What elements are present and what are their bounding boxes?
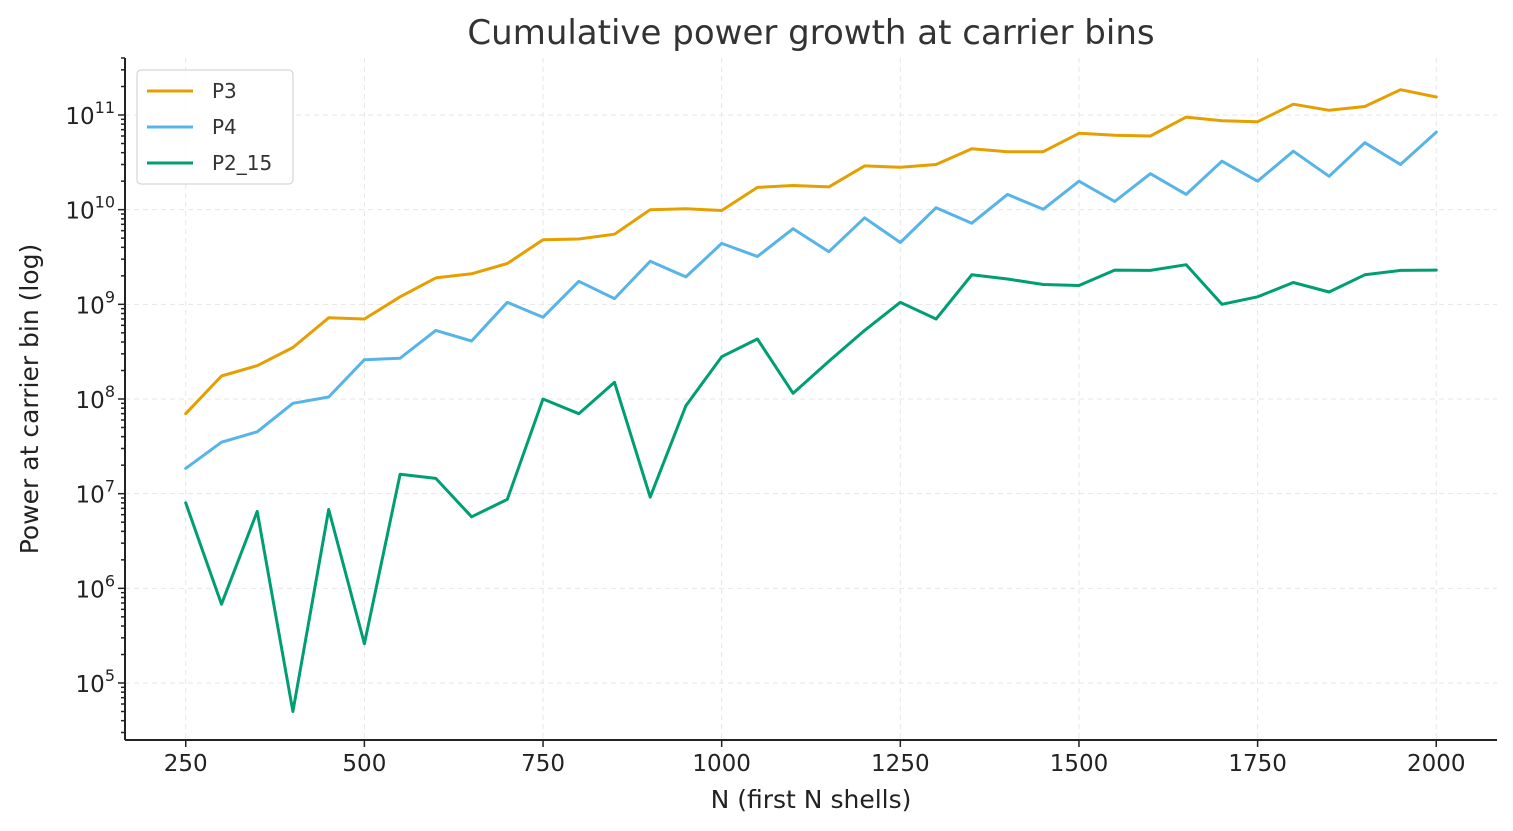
series-line-p2-15 bbox=[184, 263, 1438, 713]
x-tick-label: 500 bbox=[342, 751, 386, 777]
grid bbox=[125, 58, 1497, 740]
series-line-p4 bbox=[184, 130, 1438, 470]
x-tick-label: 1000 bbox=[692, 751, 751, 777]
y-tick-label-exponent: 6 bbox=[105, 571, 115, 590]
y-tick-label-base: 10 bbox=[76, 672, 105, 698]
x-tick-label: 750 bbox=[521, 751, 565, 777]
x-tick-label: 250 bbox=[164, 751, 208, 777]
y-tick-label: 106 bbox=[76, 571, 115, 603]
x-tick-label: 1250 bbox=[871, 751, 930, 777]
y-tick-label-exponent: 9 bbox=[105, 287, 115, 306]
series-line-p3 bbox=[184, 88, 1438, 416]
y-tick-label-base: 10 bbox=[65, 104, 94, 130]
legend-label: P4 bbox=[212, 115, 237, 139]
legend: P3 P4 P2_15 bbox=[136, 69, 294, 185]
y-tick-label-exponent: 11 bbox=[95, 98, 115, 117]
x-tick-label: 1500 bbox=[1050, 751, 1109, 777]
y-axis-label: Power at carrier bin (log) bbox=[15, 244, 44, 555]
y-tick-label: 105 bbox=[76, 666, 115, 698]
x-tick-label: 2000 bbox=[1407, 751, 1466, 777]
y-tick-label-base: 10 bbox=[76, 388, 105, 414]
y-tick-label-base: 10 bbox=[65, 199, 94, 225]
y-tick-label-base: 10 bbox=[76, 483, 105, 509]
y-tick-label: 109 bbox=[76, 287, 115, 319]
y-tick-label-exponent: 5 bbox=[105, 666, 115, 685]
x-axis-label: N (first N shells) bbox=[711, 785, 912, 814]
series-lines bbox=[184, 88, 1438, 713]
legend-label: P2_15 bbox=[212, 151, 272, 175]
y-tick-label: 107 bbox=[76, 477, 115, 509]
y-tick-label-base: 10 bbox=[76, 577, 105, 603]
legend-label: P3 bbox=[212, 79, 237, 103]
y-tick-label: 1011 bbox=[65, 98, 115, 130]
y-tick-label-base: 10 bbox=[76, 293, 105, 319]
y-tick-label-exponent: 7 bbox=[105, 477, 115, 496]
y-tick-label-exponent: 10 bbox=[95, 193, 115, 212]
chart-title: Cumulative power growth at carrier bins bbox=[467, 13, 1154, 53]
legend-box bbox=[136, 69, 294, 185]
x-tick-label: 1750 bbox=[1228, 751, 1287, 777]
ticks: 250 500 750 1000 1250 1500 1750 200010510610710… bbox=[65, 57, 1466, 777]
y-tick-label: 1010 bbox=[65, 193, 115, 225]
y-tick-label: 108 bbox=[76, 382, 115, 414]
y-tick-label-exponent: 8 bbox=[105, 382, 115, 401]
